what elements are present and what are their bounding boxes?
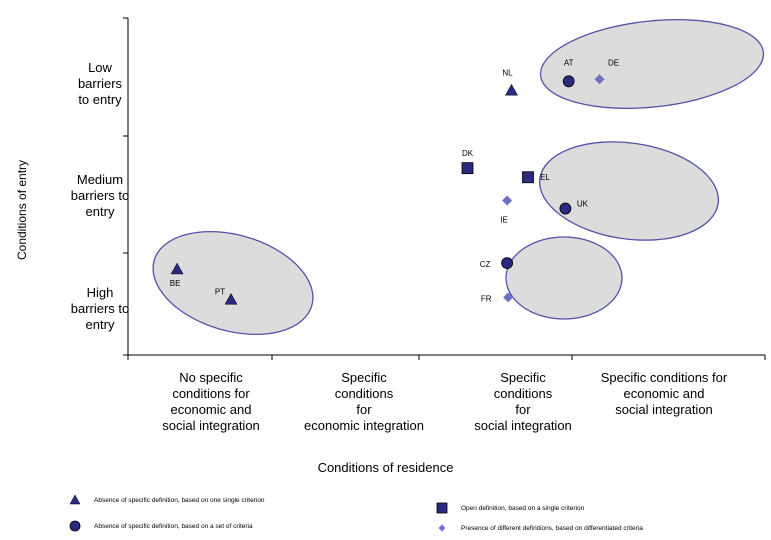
legend-marker-square <box>436 502 448 514</box>
legend-label: Presence of different definitions, based… <box>461 524 643 532</box>
point-label-pt: PT <box>215 287 225 296</box>
marker-be <box>170 262 184 275</box>
point-label-at: AT <box>564 58 574 67</box>
legend-label: Open definition, based on a single crite… <box>461 504 585 512</box>
point-label-nl: NL <box>502 68 513 77</box>
marker-at <box>562 75 575 88</box>
cluster-ellipse-2 <box>505 236 623 320</box>
legend-marker-triangle <box>69 494 81 505</box>
diamond-icon <box>435 521 449 535</box>
square-icon <box>435 501 449 515</box>
marker-uk <box>559 202 572 215</box>
triangle-icon <box>68 493 82 507</box>
point-label-el: EL <box>540 173 550 182</box>
marker-de <box>594 74 605 85</box>
legend-item-square: Open definition, based on a single crite… <box>435 501 584 515</box>
point-label-cz: CZ <box>480 260 491 269</box>
marker-pt <box>224 292 238 305</box>
x-category-label: Specific conditions for social integrati… <box>474 370 572 433</box>
legend-label: Absence of specific definition, based on… <box>94 522 253 530</box>
point-label-be: BE <box>170 279 181 288</box>
x-category-label: Specific conditions for economic and soc… <box>600 370 728 417</box>
y-category-label: High barriers to entry <box>70 285 130 332</box>
x-category-label: Specific conditions for economic integra… <box>304 370 424 433</box>
cluster-ellipse-4 <box>539 19 765 109</box>
point-label-uk: UK <box>577 200 589 209</box>
point-label-ie: IE <box>500 215 508 224</box>
legend-item-triangle: Absence of specific definition, based on… <box>68 493 265 507</box>
marker-ie <box>502 195 513 206</box>
marker-cz <box>501 257 514 269</box>
legend-item-circle: Absence of specific definition, based on… <box>68 519 253 533</box>
legend-label: Absence of specific definition, based on… <box>94 496 265 504</box>
marker-fr <box>503 292 514 303</box>
y-category-label: Low barriers to entry <box>77 60 123 107</box>
legend-item-diamond: Presence of different definitions, based… <box>435 521 643 535</box>
point-label-dk: DK <box>462 149 474 158</box>
point-label-fr: FR <box>481 294 492 303</box>
cluster-ellipses <box>152 19 765 336</box>
circle-icon <box>68 519 82 533</box>
legend-marker-circle <box>69 520 81 532</box>
x-category-label: No specific conditions for economic and … <box>162 370 260 433</box>
legend-marker-diamond <box>438 524 446 532</box>
x-axis-title: Conditions of residence <box>317 460 454 475</box>
marker-nl <box>505 83 518 96</box>
y-axis-title: Conditions of entry <box>15 159 29 260</box>
cluster-ellipse-1 <box>152 230 314 336</box>
data-points: BE PT DK NL AT DE EL IE UK CZ FR <box>170 58 619 305</box>
marker-el <box>522 171 534 184</box>
y-category-label: Medium barriers to entry <box>70 172 130 219</box>
point-label-de: DE <box>608 58 619 67</box>
marker-dk <box>461 162 474 175</box>
chart-axes <box>123 17 766 360</box>
cluster-ellipse-3 <box>538 141 720 241</box>
